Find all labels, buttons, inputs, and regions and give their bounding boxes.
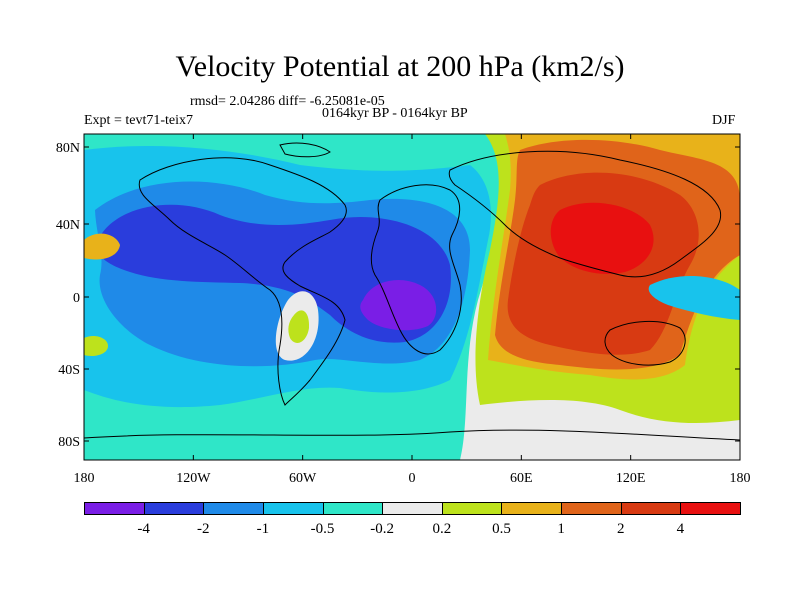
colorbar-label: -2 (197, 521, 210, 537)
colorbar-swatch (441, 502, 503, 515)
x-tick-label: 60W (289, 471, 317, 486)
colorbar-swatch (382, 502, 443, 515)
eurasia-outline (448, 150, 722, 278)
x-tick-label: 180 (74, 471, 95, 486)
colorbar-label: 2 (616, 521, 625, 537)
colorbar-label: -0.5 (310, 521, 335, 537)
colorbar-swatch (143, 502, 205, 515)
x-tick-label: 120W (176, 471, 211, 486)
americas-outline (138, 157, 347, 406)
y-tick-label: 40N (56, 218, 80, 233)
colorbar-swatch (620, 502, 682, 515)
y-tick-label: 40S (58, 363, 80, 378)
y-tick-label: 0 (73, 291, 80, 306)
x-tick-label: 180 (730, 471, 751, 486)
page-title: Velocity Potential at 200 hPa (km2/s) (175, 50, 625, 83)
contour-fields (84, 134, 740, 460)
colorbar-label: 0.5 (492, 521, 511, 537)
colorbar-label: -4 (137, 521, 150, 537)
colorbar-swatch (203, 502, 264, 515)
africa-outline (370, 184, 462, 355)
experiment-label: Expt = tevt71-teix7 (84, 113, 193, 128)
contour-neg-east (648, 275, 740, 320)
contour-neg-4 (360, 280, 437, 331)
colorbar-swatch (262, 502, 324, 515)
colorbar-swatch (680, 502, 741, 515)
colorbar-swatch (322, 502, 384, 515)
antarctica-outline (84, 429, 740, 441)
y-tick-label: 80N (56, 141, 80, 156)
y-axis: 80N 40N 0 40S 80S (56, 141, 740, 450)
x-tick-label: 60E (510, 471, 533, 486)
colorbar-label: 4 (676, 521, 685, 537)
contour-pos-west-edge (84, 335, 108, 356)
x-tick-label: 120E (616, 471, 646, 486)
coastlines (84, 142, 740, 441)
colorbar-swatch (561, 502, 622, 515)
y-tick-label: 80S (58, 435, 80, 450)
australia-outline (604, 320, 686, 366)
colorbar-label: -1 (256, 521, 270, 537)
contour-pos-4 (550, 202, 654, 275)
colorbar-label: -0.2 (370, 521, 395, 537)
contour-pos-west-edge-n (84, 233, 120, 260)
period-label: 0164kyr BP - 0164kyr BP (322, 106, 468, 121)
season-label: DJF (712, 113, 736, 128)
greenland-outline (279, 142, 331, 158)
colorbar-swatch (501, 502, 563, 515)
stats-line: rmsd= 2.04286 diff= -6.25081e-05 (190, 94, 385, 109)
x-tick-label: 0 (409, 471, 416, 486)
contour-pos-sa (288, 310, 310, 343)
colorbar-label: 1 (557, 521, 565, 537)
x-axis: 180 120W 60W 0 60E 120E 180 (74, 134, 751, 486)
colorbar-swatch (84, 502, 145, 515)
colorbar-label: 0.2 (432, 521, 452, 537)
